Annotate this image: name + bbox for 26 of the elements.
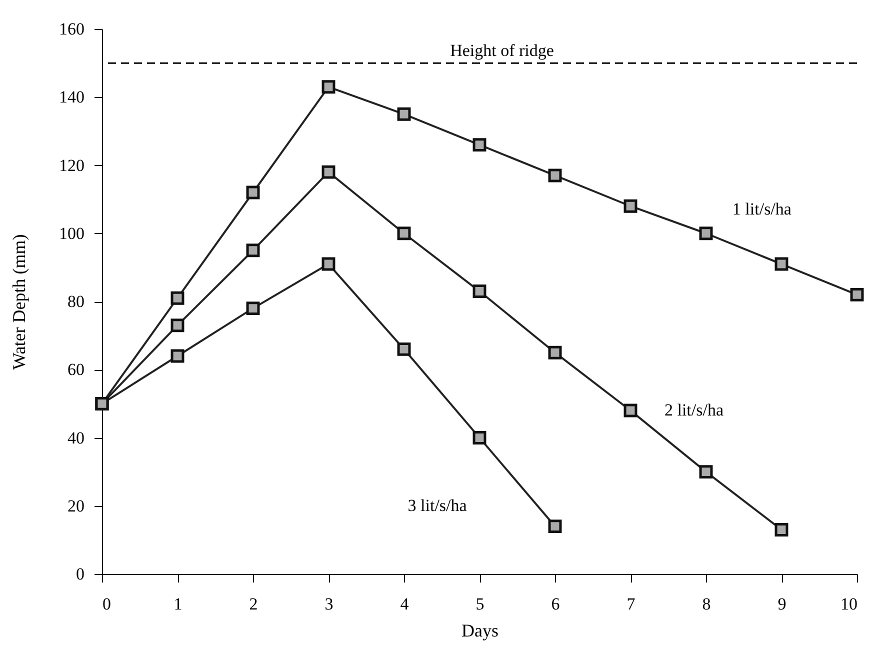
x-tick-label: 8 bbox=[702, 594, 711, 614]
y-tick-label: 80 bbox=[68, 292, 84, 311]
ref-line-label: Height of ridge bbox=[450, 41, 554, 60]
x-tick-label: 7 bbox=[626, 594, 636, 614]
y-tick-label: 120 bbox=[59, 156, 84, 175]
x-tick-label: 4 bbox=[400, 594, 410, 614]
x-tick-label: 5 bbox=[476, 594, 484, 614]
y-tick-label: 60 bbox=[68, 360, 84, 380]
y-tick-label: 20 bbox=[68, 496, 84, 516]
y-tick-label: 160 bbox=[59, 20, 84, 38]
y-tick-label: 100 bbox=[59, 224, 84, 243]
x-tick-label: 10 bbox=[840, 594, 858, 614]
text: 3 lit/s/ha bbox=[408, 496, 468, 515]
x-tick-label: 3 bbox=[324, 594, 334, 614]
series-label: 1 lit/s/ha bbox=[732, 200, 792, 219]
x-tick-label: 2 bbox=[249, 594, 258, 614]
y-axis-title: Water Depth (mm) bbox=[9, 234, 29, 370]
y-tick-label: 140 bbox=[59, 88, 84, 107]
x-tick-label: 0 bbox=[102, 594, 111, 614]
y-tick-label: 0 bbox=[76, 564, 84, 584]
series-label: 2 lit/s/ha bbox=[664, 400, 724, 420]
x-tick-label: 6 bbox=[551, 594, 560, 614]
y-tick-label: 40 bbox=[68, 428, 84, 448]
x-axis-title: Days bbox=[462, 620, 498, 640]
x-tick-label: 1 bbox=[174, 594, 182, 614]
x-tick-label: 9 bbox=[778, 594, 786, 614]
